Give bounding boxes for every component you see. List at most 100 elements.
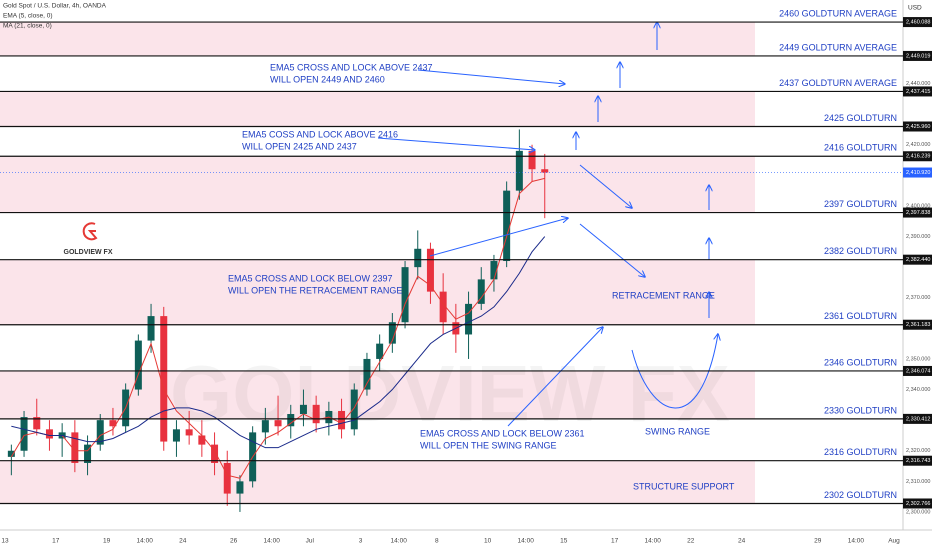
candle-body [503,190,511,262]
candle-body [363,358,371,390]
y-tick-label: 2,390.000 [906,234,930,240]
candle-body [338,410,346,430]
x-tick-label: 17 [611,538,619,545]
x-tick-label: 15 [560,538,568,545]
candle-body [20,417,28,451]
candle-body [414,248,422,268]
y-tick-label: 2,320.000 [906,448,930,454]
candle-body [274,420,282,427]
level-name: 2302 GOLDTURN [824,490,897,500]
candle-body [388,322,396,344]
price-box [903,50,932,61]
price-label: 2,449.019 [906,53,930,59]
level-name: 2460 GOLDTURN AVERAGE [779,8,897,18]
level-name: 2382 GOLDTURN [824,246,897,256]
zone [0,460,755,504]
candle-body [376,343,384,359]
x-tick-label: 13 [1,538,9,545]
annotation: EMA5 CROSS AND LOCK BELOW 2397 [228,273,393,283]
x-tick-label: 14:00 [645,538,662,545]
candle-body [401,267,409,323]
currency: USD [908,5,922,12]
candle-body [439,291,447,323]
y-tick-label: 2,300.000 [906,509,930,515]
candle-body [45,429,53,439]
price-label: 2,460.088 [906,20,930,26]
level-name: 2425 GOLDTURN [824,113,897,123]
candle-body [528,150,536,170]
candle-body [312,404,320,424]
annotation: WILL OPEN 2425 AND 2437 [242,141,357,151]
zone [0,259,755,325]
price-box [903,254,932,265]
watermark: GOLDVIEW FX [170,349,730,438]
x-tick-label: 14:00 [391,538,408,545]
candle-body [96,420,104,445]
zone-label: SWING RANGE [645,426,710,436]
zone [0,156,755,213]
level-name: 2449 GOLDTURN AVERAGE [779,42,897,52]
x-tick-label: 14:00 [518,538,535,545]
candle-body [185,429,193,436]
candle-body [160,316,168,442]
price-label: 2,316.743 [906,458,930,464]
price-box [903,17,932,28]
y-tick-label: 2,440.000 [906,81,930,87]
annotation: EMA5 COSS AND LOCK ABOVE 2416 [242,129,398,139]
candle-body [198,435,206,445]
candle-body [261,420,269,433]
y-tick-label: 2,310.000 [906,479,930,485]
price-label: 2,330.412 [906,416,930,422]
legend-ma: MA (21, close, 0) [3,23,52,30]
annotation: EMA5 CROSS AND LOCK BELOW 2361 [420,428,585,438]
candle-body [84,444,92,463]
price-box [903,455,932,466]
price-box [903,413,932,424]
annotation: WILL OPEN THE SWING RANGE [420,440,557,450]
zone [0,91,755,127]
logo-text: GOLDVIEW FX [64,249,113,256]
price-label: 2,425.960 [906,124,930,130]
level-name: 2437 GOLDTURN AVERAGE [779,78,897,88]
level-name: 2397 GOLDTURN [824,199,897,209]
x-tick-label: 14:00 [848,538,865,545]
last-price-label: 2,410.920 [906,170,930,176]
x-tick-label: 19 [103,538,111,545]
level-name: 2361 GOLDTURN [824,311,897,321]
y-tick-label: 2,400.000 [906,203,930,209]
annotation: WILL OPEN 2449 AND 2460 [270,74,385,84]
candle-body [287,414,295,427]
price-label: 2,397.838 [906,210,930,216]
price-label: 2,416.239 [906,154,930,160]
last-price-box [903,167,932,178]
price-box [903,207,932,218]
x-tick-label: 24 [179,538,187,545]
price-box [903,151,932,162]
candle-body [515,150,523,191]
candle-body [33,417,41,430]
x-tick-label: 22 [687,538,695,545]
candle-body [465,303,473,335]
zone-label: RETRACEMENT RANGE [612,290,715,300]
x-tick-label: 24 [738,538,746,545]
chart-title: Gold Spot / U.S. Dollar, 4h, OANDA [3,3,107,10]
candle-body [477,279,485,304]
legend-ema: EMA (5, close, 0) [3,13,53,20]
candle-body [71,432,79,463]
candle-body [223,462,231,494]
y-tick-label: 2,350.000 [906,356,930,362]
candle-body [350,389,358,430]
price-box [903,86,932,97]
level-name: 2346 GOLDTURN [824,357,897,367]
annotation: EMA5 CROSS AND LOCK ABOVE 2437 [270,62,433,72]
y-tick-label: 2,420.000 [906,142,930,148]
x-tick-label: 29 [814,538,822,545]
x-tick-label: 3 [359,538,363,545]
candle-body [299,404,307,415]
x-tick-label: 26 [230,538,238,545]
candle-body [490,261,498,280]
candle-body [7,450,15,457]
candle-body [236,481,244,494]
candle-body [109,420,117,427]
